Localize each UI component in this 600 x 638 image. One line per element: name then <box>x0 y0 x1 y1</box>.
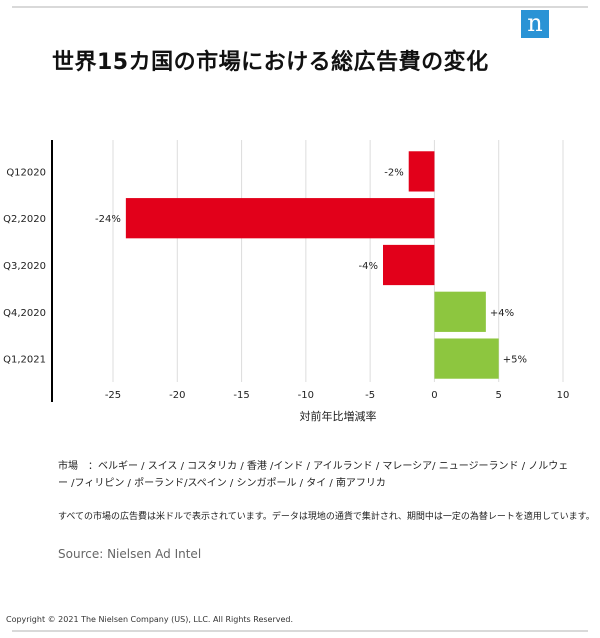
x-tick-labels: -25 -20 -15 -10 -5 0 5 10 <box>105 390 570 401</box>
x-tick-label: -15 <box>233 390 249 401</box>
data-labels: -2% -24% -4% +4% +5% <box>95 167 527 365</box>
source-text: Source: Nielsen Ad Intel <box>58 547 202 561</box>
bar-Q1,2021 <box>434 338 499 379</box>
category-label: Q1,2021 <box>3 355 46 366</box>
chart-title: 世界15カ国の市場における総広告費の変化 <box>52 50 489 75</box>
x-axis-title: 対前年比増減率 <box>300 409 377 423</box>
copyright-text: Copyright © 2021 The Nielsen Company (US… <box>6 615 294 624</box>
bars <box>125 151 499 379</box>
x-tick-label: -5 <box>365 390 375 401</box>
bottom-divider <box>12 630 588 632</box>
data-label: -2% <box>384 167 403 178</box>
top-divider <box>12 6 588 8</box>
category-label: Q12020 <box>6 167 46 178</box>
data-label: -24% <box>95 214 121 225</box>
x-tick-label: 10 <box>557 390 570 401</box>
x-tick-label: -20 <box>169 390 185 401</box>
x-tick-label: 0 <box>431 390 437 401</box>
category-label: Q3,2020 <box>3 261 46 272</box>
bar-chart: -2% -24% -4% +4% +5% Q12020 Q2,2020 Q3,2020 Q4,… <box>3 140 570 423</box>
bar-Q4,2020 <box>434 291 486 332</box>
data-label: +4% <box>490 308 514 319</box>
category-label: Q4,2020 <box>3 308 46 319</box>
x-tick-label: 5 <box>496 390 502 401</box>
data-label: +5% <box>503 355 527 366</box>
data-label: -4% <box>359 261 378 272</box>
category-label: Q2,2020 <box>3 214 46 225</box>
bar-Q3,2020 <box>383 244 435 286</box>
nielsen-logo: n <box>521 10 549 38</box>
currency-note: すべての市場の広告費は米ドルで表示されています。データは現地の通貨で集計され、期… <box>58 512 595 522</box>
x-tick-label: -10 <box>298 390 314 401</box>
x-tick-label: -25 <box>105 390 121 401</box>
bar-Q2,2020 <box>125 198 435 239</box>
category-labels: Q12020 Q2,2020 Q3,2020 Q4,2020 Q1,2021 <box>3 167 46 365</box>
markets-note: 市場 ：ベルギー / スイス / コスタリカ / 香港 /インド / アイルラン… <box>58 461 569 489</box>
bar-Q12020 <box>408 151 435 192</box>
